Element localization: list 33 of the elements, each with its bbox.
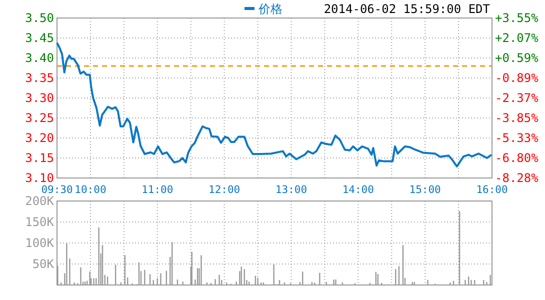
- y-tick-label: 100K: [25, 236, 55, 250]
- y-tick-label: 50K: [32, 257, 55, 271]
- y2-tick-label: +2.07%: [495, 31, 540, 46]
- y-tick-label: 200K: [25, 194, 55, 208]
- y2-tick-label: -0.89%: [495, 71, 540, 86]
- x-tick-label: 10:00: [74, 184, 106, 196]
- y-tick-label: 3.40: [25, 51, 54, 65]
- y-tick-label: 3.35: [25, 71, 54, 85]
- y-tick-label: 3.50: [25, 11, 54, 25]
- line-series: [56, 42, 492, 168]
- y-tick-label: 3.10: [25, 171, 54, 185]
- y-tick-label: 3.30: [25, 91, 54, 105]
- y2-tick-label: +0.59%: [495, 51, 540, 66]
- y-tick-label: 150K: [25, 215, 55, 229]
- y2-tick-label: -8.28%: [495, 171, 540, 185]
- y2-tick-label: +3.55%: [495, 11, 540, 25]
- x-tick-label: 14:00: [342, 184, 374, 196]
- y2-tick-label: -2.37%: [495, 91, 540, 106]
- text: 2014-06-02 15:59:00 EDT: [324, 2, 490, 16]
- x-tick-label: 11:00: [142, 184, 174, 196]
- x-tick-label: 13:00: [275, 184, 308, 196]
- y2-tick-label: -6.80%: [495, 150, 540, 165]
- y2-tick-label: -3.85%: [495, 111, 540, 126]
- y-tick-label: 3.25: [25, 111, 54, 125]
- y2-tick-label: -5.33%: [495, 131, 540, 146]
- y-tick-label: 3.20: [25, 131, 54, 145]
- x-tick-label: 09:30: [41, 184, 73, 196]
- legend-label: 价格: [258, 2, 282, 16]
- y-tick-label: 3.15: [25, 151, 54, 165]
- x-tick-label: 12:00: [208, 184, 240, 196]
- x-tick-label: 15:00: [409, 184, 441, 196]
- y-tick-label: 3.45: [25, 31, 54, 45]
- x-tick-label: 16:00: [476, 184, 508, 196]
